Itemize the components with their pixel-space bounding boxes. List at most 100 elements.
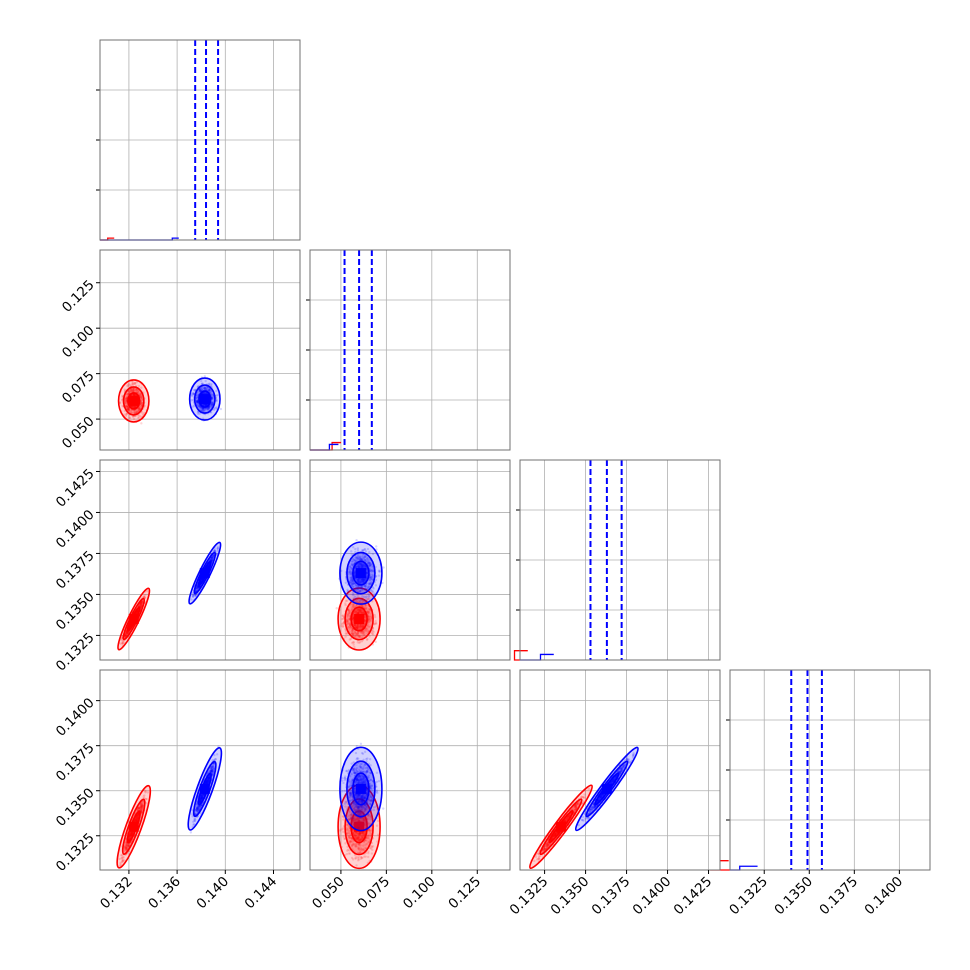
scatter-point — [350, 560, 353, 563]
scatter-point — [196, 807, 199, 811]
scatter-point — [135, 409, 139, 413]
scatter-point — [351, 605, 355, 608]
scatter-point — [348, 624, 352, 627]
scatter-point — [135, 818, 138, 821]
scatter-point — [131, 393, 134, 396]
scatter-point — [125, 630, 128, 634]
scatter-point — [200, 578, 204, 581]
scatter-point — [127, 383, 130, 386]
scatter-point — [195, 806, 199, 809]
scatter-point — [361, 580, 365, 583]
scatter-point — [207, 776, 210, 780]
peak-marker-0 — [128, 395, 139, 406]
scatter-point — [363, 632, 366, 635]
scatter-point — [135, 817, 138, 820]
scatter-point — [203, 408, 206, 411]
scatter-point — [355, 555, 358, 559]
scatter-point — [128, 390, 132, 394]
scatter-point — [353, 582, 356, 585]
scatter-point — [200, 796, 204, 800]
scatter-point — [210, 558, 214, 562]
scatter-point — [359, 558, 362, 561]
scatter-point — [358, 640, 362, 644]
scatter-point — [129, 390, 133, 394]
scatter-point — [353, 558, 356, 562]
scatter-point — [139, 395, 143, 399]
scatter-point — [139, 400, 143, 403]
scatter-point — [195, 399, 198, 403]
scatter-point — [356, 558, 359, 561]
scatter-point — [361, 611, 365, 614]
scatter-point — [364, 558, 367, 562]
scatter-point — [357, 610, 360, 613]
scatter-point — [139, 397, 142, 400]
scatter-point — [210, 556, 213, 559]
scatter-point — [132, 389, 135, 392]
scatter-point — [139, 807, 143, 810]
scatter-point — [367, 585, 371, 588]
scatter-point — [356, 556, 359, 560]
scatter-point — [374, 619, 377, 623]
scatter-point — [356, 578, 360, 582]
scatter-point — [356, 549, 360, 552]
scatter-point — [369, 563, 372, 566]
scatter-point — [352, 582, 355, 585]
scatter-point — [202, 388, 205, 391]
scatter-point — [211, 772, 215, 775]
scatter-point — [206, 779, 209, 783]
scatter-point — [198, 388, 202, 391]
scatter-point — [349, 576, 352, 580]
scatter-point — [350, 583, 354, 586]
scatter-point — [123, 634, 127, 638]
scatter-point — [349, 623, 352, 627]
scatter-point — [347, 608, 350, 611]
scatter-point — [197, 806, 201, 809]
scatter-point — [373, 622, 376, 626]
scatter-point — [127, 408, 130, 411]
scatter-point — [125, 631, 129, 634]
scatter-point — [137, 807, 141, 810]
scatter-point — [358, 641, 361, 645]
scatter-point — [126, 385, 129, 388]
scatter-point — [369, 618, 373, 621]
scatter-point — [357, 577, 360, 581]
scatter-point — [351, 617, 355, 621]
scatter-point — [129, 835, 132, 838]
scatter-point — [352, 641, 356, 644]
scatter-point — [366, 625, 369, 628]
scatter-point — [363, 564, 367, 568]
scatter-point — [368, 581, 372, 585]
scatter-point — [125, 632, 128, 636]
scatter-point — [139, 602, 142, 606]
scatter-point — [363, 578, 366, 581]
scatter-point — [374, 640, 377, 644]
scatter-point — [124, 414, 128, 417]
scatter-point — [360, 558, 363, 561]
scatter-point — [354, 632, 358, 635]
scatter-point — [354, 630, 357, 633]
scatter-point — [364, 555, 367, 558]
scatter-point — [369, 612, 372, 616]
scatter-point — [370, 568, 373, 572]
scatter-point — [196, 399, 199, 403]
scatter-point — [139, 604, 143, 607]
scatter-point — [352, 604, 355, 608]
scatter-point — [351, 632, 354, 635]
scatter-point — [124, 631, 128, 635]
scatter-point — [354, 625, 357, 628]
scatter-point — [354, 604, 358, 607]
scatter-point — [126, 408, 129, 411]
scatter-point — [361, 611, 365, 614]
scatter-point — [139, 808, 143, 811]
scatter-point — [357, 563, 360, 566]
scatter-point — [361, 566, 364, 569]
scatter-point — [126, 407, 130, 411]
scatter-point — [347, 611, 351, 614]
scatter-point — [356, 624, 360, 627]
scatter-point — [126, 406, 130, 409]
scatter-point — [196, 586, 199, 589]
scatter-point — [126, 632, 129, 635]
scatter-point — [366, 612, 370, 615]
scatter-point — [358, 624, 362, 628]
scatter-point — [130, 411, 134, 415]
